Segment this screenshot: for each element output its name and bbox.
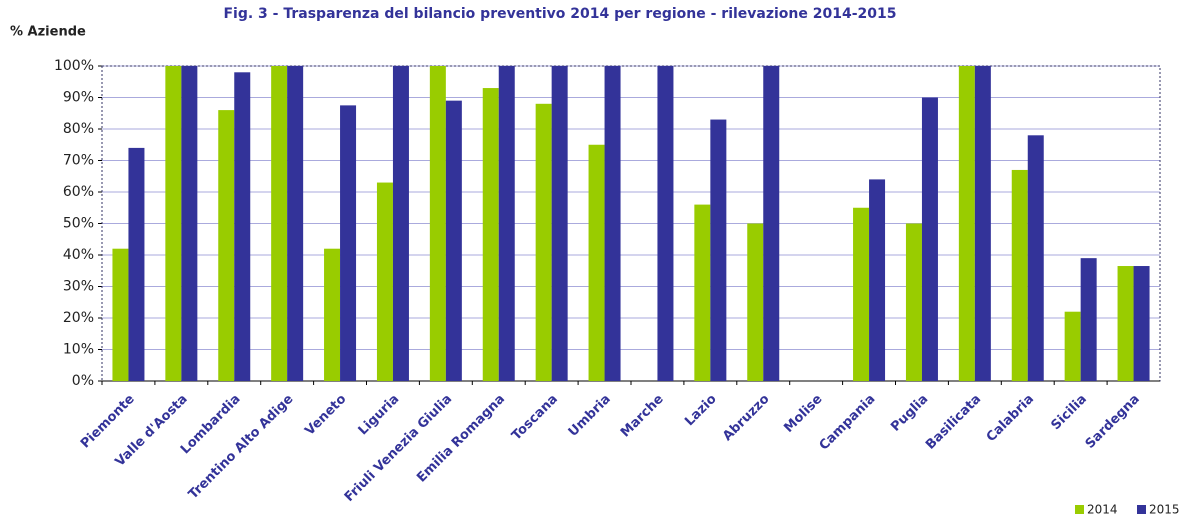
x-tick-label: Basilicata	[923, 392, 984, 453]
x-tick-label: Calabria	[984, 392, 1037, 445]
x-tick-label: Marche	[618, 392, 667, 441]
bar	[271, 66, 288, 381]
bar	[234, 72, 251, 382]
x-tick-label: Liguria	[356, 392, 403, 439]
bar	[340, 105, 357, 381]
bar	[905, 223, 922, 381]
bar	[1133, 266, 1150, 381]
y-tick-label: 40%	[63, 247, 94, 263]
bar	[287, 66, 304, 381]
x-tick-label: Abruzzo	[720, 392, 772, 444]
bar	[1064, 311, 1081, 381]
bar	[1011, 169, 1028, 381]
x-tick-label: Veneto	[302, 392, 349, 439]
chart-title: Fig. 3 - Trasparenza del bilancio preven…	[223, 6, 896, 22]
x-tick-label: Sicilia	[1048, 392, 1089, 433]
bar	[112, 248, 129, 381]
x-tick-label: Emilia Romagna	[414, 392, 508, 486]
y-tick-label: 30%	[63, 279, 94, 295]
bar	[710, 119, 727, 382]
bar	[853, 207, 870, 381]
y-tick-label: 80%	[63, 121, 94, 137]
x-tick-label: Trentino Alto Adige	[186, 392, 297, 503]
y-tick-label: 60%	[63, 184, 94, 200]
bar	[604, 66, 621, 381]
bar	[165, 66, 182, 381]
bar	[218, 110, 235, 381]
y-tick-label: 10%	[63, 342, 94, 358]
bar	[1117, 266, 1134, 381]
x-tick-label: Molise	[781, 392, 825, 436]
bar	[1080, 258, 1097, 381]
bar	[181, 66, 198, 381]
bar	[657, 66, 674, 381]
legend-swatch	[1075, 505, 1084, 514]
bar	[128, 147, 145, 381]
bar	[747, 223, 764, 381]
y-tick-label: 90%	[63, 90, 94, 106]
bar	[869, 179, 886, 381]
x-tick-label: Umbria	[566, 392, 614, 440]
bar	[482, 88, 499, 382]
bar	[429, 66, 446, 381]
y-tick-label: 0%	[72, 373, 94, 389]
bar	[763, 66, 780, 381]
bar	[921, 97, 938, 381]
x-tick-label: Lazio	[682, 392, 720, 430]
bar	[392, 66, 409, 381]
x-tick-label: Friuli Venezia Giulia	[342, 392, 455, 505]
bar	[498, 66, 515, 381]
bar	[376, 182, 393, 381]
y-axis-label: % Aziende	[10, 25, 86, 40]
bar	[535, 103, 552, 382]
y-tick-label: 50%	[63, 216, 94, 232]
y-tick-label: 70%	[63, 153, 94, 169]
y-tick-label: 100%	[54, 58, 94, 74]
bar	[1027, 135, 1044, 381]
y-tick-label: 20%	[63, 310, 94, 326]
bar	[588, 144, 605, 381]
bar	[445, 100, 462, 382]
x-tick-label: Campania	[817, 392, 879, 454]
x-tick-label: Sardegna	[1083, 392, 1143, 452]
legend-swatch	[1137, 505, 1146, 514]
bar	[324, 248, 341, 381]
bar	[551, 66, 568, 381]
legend-label: 2014	[1087, 503, 1118, 517]
legend-label: 2015	[1149, 503, 1180, 517]
x-tick-label: Toscana	[509, 392, 561, 444]
bar	[694, 204, 711, 381]
bar	[974, 66, 991, 381]
x-tick-label: Puglia	[888, 392, 931, 435]
bar	[958, 66, 975, 381]
